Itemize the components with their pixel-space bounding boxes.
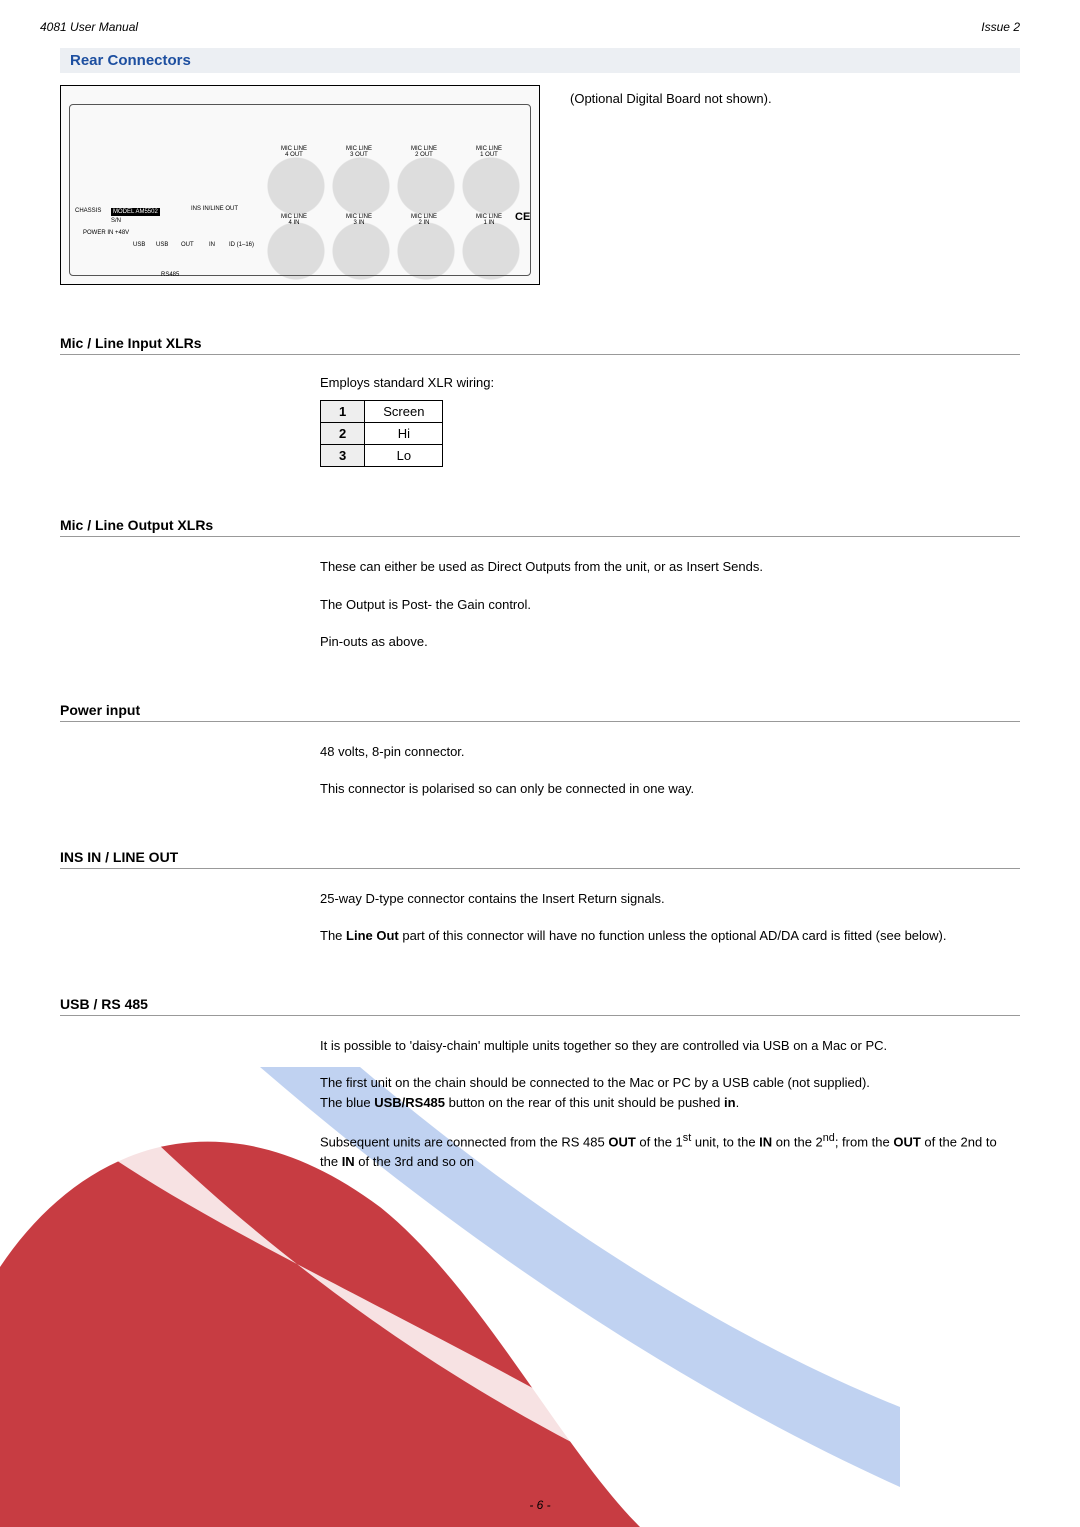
page-number: - 6 - <box>0 1498 1080 1512</box>
output-p1: These can either be used as Direct Outpu… <box>320 557 1000 577</box>
usb-rs485-title: USB / RS 485 <box>60 996 1020 1016</box>
xlr-intro: Employs standard XLR wiring: <box>320 375 1000 390</box>
output-p2: The Output is Post- the Gain control. <box>320 595 1000 615</box>
ins-in-line-out-title: INS IN / LINE OUT <box>60 849 1020 869</box>
header-left: 4081 User Manual <box>40 20 138 34</box>
output-p3: Pin-outs as above. <box>320 632 1000 652</box>
mic-line-input-title: Mic / Line Input XLRs <box>60 335 1020 355</box>
power-p1: 48 volts, 8-pin connector. <box>320 742 1000 762</box>
power-p2: This connector is polarised so can only … <box>320 779 1000 799</box>
usb-p2p3: The first unit on the chain should be co… <box>320 1073 1000 1112</box>
power-input-title: Power input <box>60 702 1020 722</box>
ins-p1: 25-way D-type connector contains the Ins… <box>320 889 1000 909</box>
rear-connectors-title: Rear Connectors <box>60 48 1020 73</box>
usb-p1: It is possible to 'daisy-chain' multiple… <box>320 1036 1000 1056</box>
rear-panel-diagram: MIC LINE 4 OUT MIC LINE 3 OUT MIC LINE 2… <box>60 85 540 285</box>
mic-line-output-title: Mic / Line Output XLRs <box>60 517 1020 537</box>
usb-p4: Subsequent units are connected from the … <box>320 1130 1000 1171</box>
rear-connectors-caption: (Optional Digital Board not shown). <box>570 91 772 106</box>
xlr-wiring-table: 1Screen 2Hi 3Lo <box>320 400 443 467</box>
header-right: Issue 2 <box>981 20 1020 34</box>
ins-p2: The Line Out part of this connector will… <box>320 926 1000 946</box>
